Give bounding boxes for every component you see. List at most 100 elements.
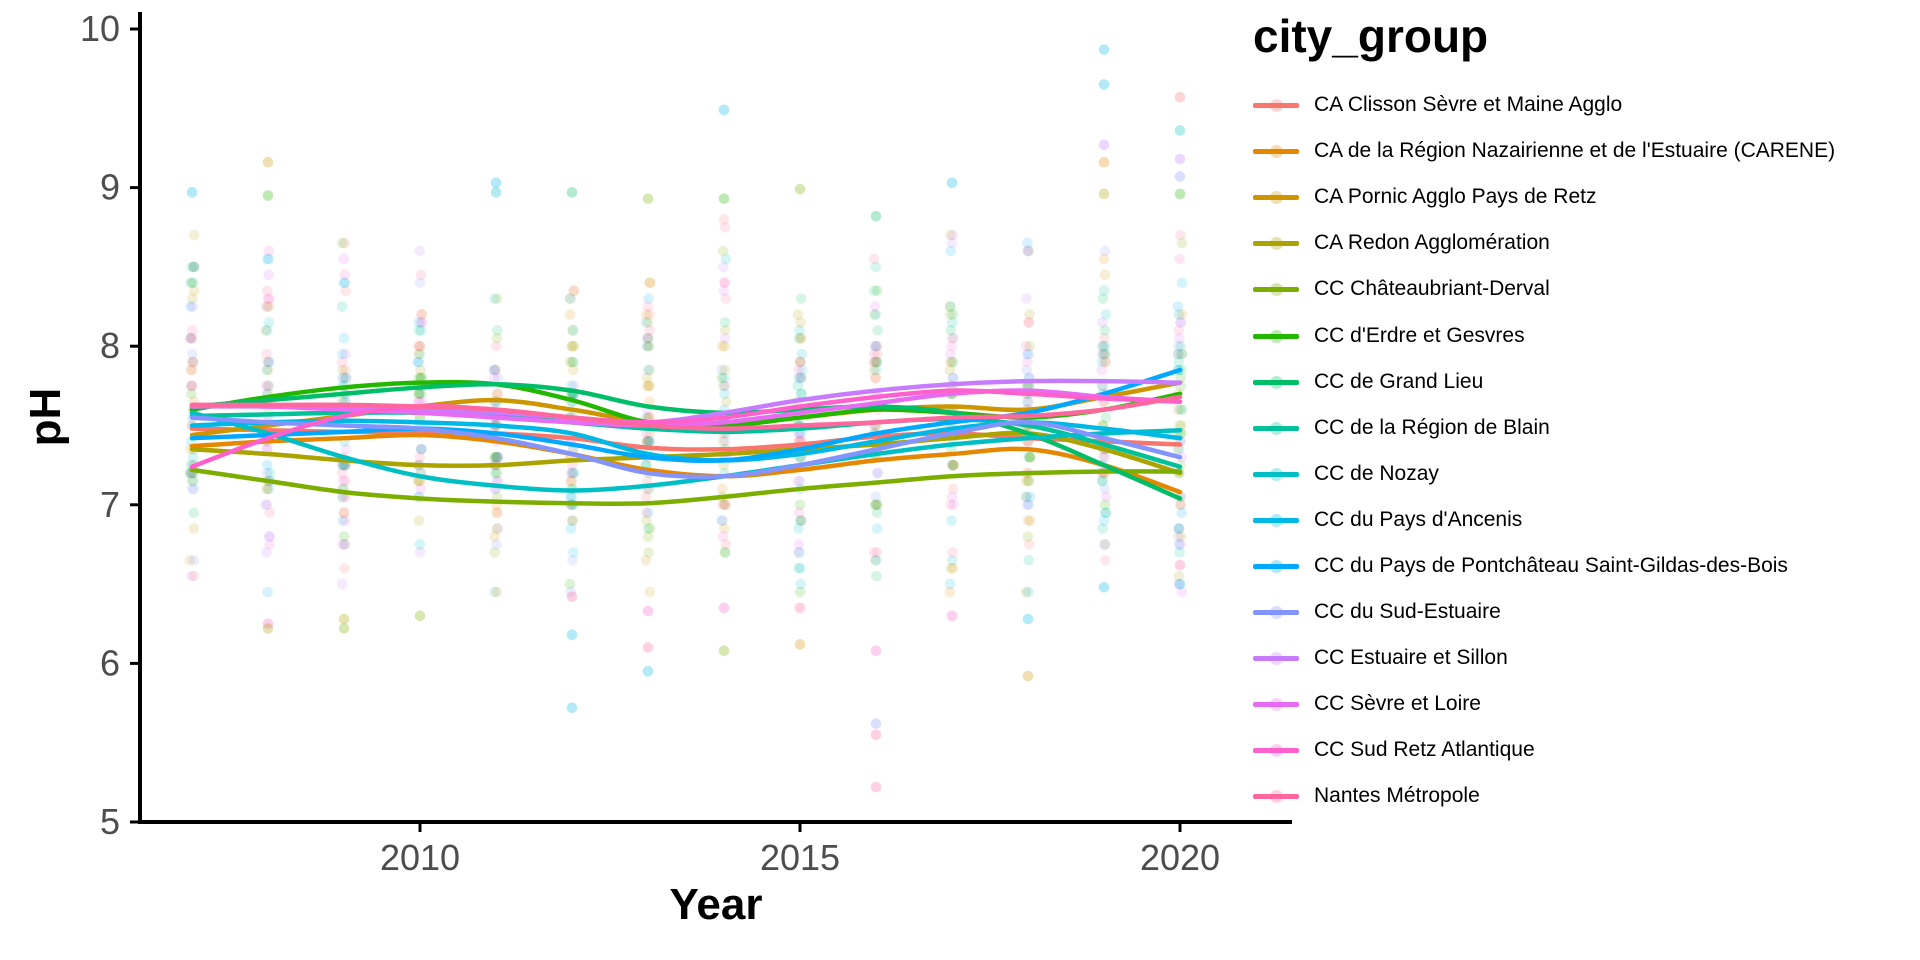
data-point	[719, 499, 731, 511]
data-point	[643, 340, 655, 352]
legend-key	[1253, 419, 1299, 437]
data-point	[492, 451, 504, 463]
data-point	[186, 261, 198, 273]
data-point	[1023, 555, 1034, 566]
data-point	[947, 372, 959, 384]
legend-key-line	[1253, 379, 1299, 385]
data-point	[414, 451, 426, 463]
legend-key	[1253, 465, 1299, 483]
data-point	[565, 491, 576, 503]
data-point	[489, 531, 500, 542]
data-point	[1097, 475, 1109, 487]
data-point	[796, 348, 808, 360]
data-point	[870, 555, 882, 566]
legend-key-point	[1270, 329, 1283, 343]
data-point	[792, 475, 804, 487]
data-point	[1173, 531, 1184, 542]
data-point	[564, 309, 576, 320]
data-point	[642, 380, 653, 392]
data-point	[1023, 475, 1034, 487]
data-point	[413, 388, 424, 400]
data-point	[492, 523, 503, 534]
data-point	[716, 515, 728, 526]
data-point	[1176, 507, 1188, 519]
data-point	[872, 285, 883, 296]
data-point	[567, 340, 578, 352]
data-point	[795, 332, 806, 344]
data-point	[1097, 523, 1108, 534]
data-point	[716, 364, 728, 376]
legend-key-point	[1270, 513, 1283, 527]
legend-item: CA de la Région Nazairienne et de l'Estu…	[1253, 128, 1835, 174]
data-point	[1024, 451, 1036, 463]
data-point	[567, 325, 578, 336]
legend-key	[1253, 787, 1299, 805]
legend-key	[1253, 649, 1299, 667]
legend-key	[1253, 96, 1299, 114]
data-point	[1024, 515, 1036, 526]
data-point	[945, 309, 956, 320]
data-point	[869, 356, 881, 368]
data-point	[641, 332, 653, 344]
legend-key-point	[1270, 467, 1283, 481]
data-point	[490, 451, 502, 463]
data-point	[261, 467, 273, 479]
data-point	[871, 547, 883, 558]
data-point	[491, 325, 503, 336]
data-point	[1173, 523, 1185, 534]
legend-key-line	[1253, 517, 1299, 523]
trend-line	[189, 388, 1183, 428]
data-point	[412, 356, 424, 368]
data-point	[337, 475, 349, 487]
data-point	[870, 372, 882, 384]
data-point	[336, 356, 348, 368]
data-point	[566, 467, 578, 479]
data-point	[1098, 515, 1110, 526]
data-point	[717, 515, 728, 526]
data-point	[719, 380, 731, 392]
data-point	[568, 547, 579, 558]
data-point	[415, 443, 427, 455]
data-point	[793, 372, 804, 384]
data-point	[1173, 523, 1185, 534]
data-point	[414, 547, 426, 558]
data-point	[261, 483, 273, 495]
legend-key-point	[1270, 790, 1283, 804]
data-point	[948, 372, 959, 384]
data-point	[1174, 404, 1186, 415]
data-point-outlier	[870, 718, 882, 729]
data-point	[1023, 317, 1035, 328]
data-point	[1023, 317, 1035, 328]
data-point	[719, 388, 730, 400]
data-point	[719, 221, 731, 233]
data-point	[188, 277, 199, 289]
data-point	[1022, 356, 1033, 368]
data-point	[567, 555, 578, 566]
data-point-outlier	[870, 729, 882, 741]
legend-item: CC du Pays de Pontchâteau Saint-Gildas-d…	[1253, 543, 1835, 589]
data-point	[719, 364, 731, 376]
data-point	[869, 301, 881, 312]
data-point	[720, 396, 732, 408]
data-point	[187, 356, 198, 368]
data-point	[1096, 317, 1108, 328]
data-point	[261, 325, 273, 336]
data-point	[644, 309, 655, 320]
data-point	[1173, 539, 1185, 550]
data-point	[1173, 523, 1185, 534]
data-point	[188, 483, 200, 495]
data-point	[794, 356, 806, 368]
data-point-outlier	[870, 210, 882, 222]
data-point	[186, 293, 198, 304]
data-point	[644, 325, 655, 336]
data-point	[339, 515, 351, 526]
legend-key-line	[1253, 610, 1299, 616]
data-point	[414, 277, 426, 289]
data-point	[1098, 253, 1110, 265]
data-point	[340, 364, 351, 376]
legend-key	[1253, 280, 1299, 298]
data-point	[1172, 301, 1184, 312]
legend-key-line	[1253, 425, 1299, 431]
data-point	[1099, 348, 1111, 360]
